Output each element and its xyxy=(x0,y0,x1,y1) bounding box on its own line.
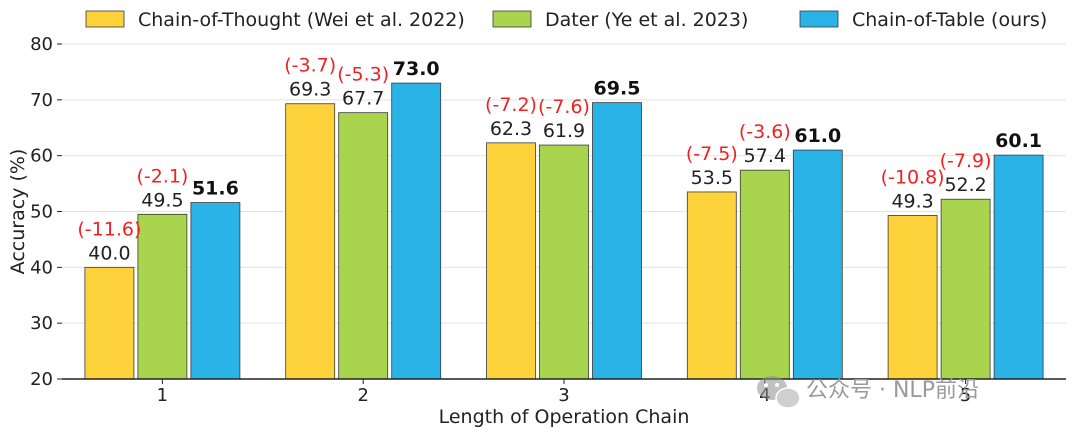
legend-swatch xyxy=(799,10,839,28)
bar-3-3 xyxy=(592,102,642,380)
x-tick-label: 3 xyxy=(558,385,569,406)
x-tick-label: 1 xyxy=(157,385,168,406)
y-tick-label: 20 xyxy=(30,369,53,390)
x-tick-label: 5 xyxy=(960,385,971,406)
delta-label: (-7.6) xyxy=(538,96,590,118)
delta-label: (-7.5) xyxy=(686,143,738,165)
bar-2-4 xyxy=(739,169,790,380)
value-label: 52.2 xyxy=(944,174,986,196)
watermark-text: 公众号 · NLP前沿 xyxy=(806,378,979,403)
y-tick-label: 70 xyxy=(30,90,53,111)
bar-1-4 xyxy=(686,191,737,380)
watermark: 公众号 · NLP前沿 xyxy=(757,376,979,409)
bar-2-2 xyxy=(338,112,389,380)
delta-label: (-2.1) xyxy=(136,165,188,187)
y-axis-title: Accuracy (%) xyxy=(7,149,29,275)
legend-label: Dater (Ye et al. 2023) xyxy=(545,9,748,31)
bar-2-3 xyxy=(539,144,589,380)
value-label: 53.5 xyxy=(691,167,733,189)
y-tick-label: 80 xyxy=(30,34,53,55)
value-label: 40.0 xyxy=(88,242,130,264)
delta-label: (-5.3) xyxy=(337,64,389,86)
bars xyxy=(84,82,1044,380)
value-label: 69.3 xyxy=(289,79,331,101)
delta-label: (-3.6) xyxy=(739,121,791,143)
bar-3-1 xyxy=(190,202,241,380)
delta-label: (-7.9) xyxy=(940,150,992,172)
delta-label: (-10.8) xyxy=(881,166,945,188)
x-tick-label: 2 xyxy=(357,385,368,406)
delta-label: (-7.2) xyxy=(485,94,537,116)
value-label: 57.4 xyxy=(744,145,786,167)
bar-labels: 40.0(-11.6)49.5(-2.1)51.669.3(-3.7)67.7(… xyxy=(77,55,1042,265)
delta-label: (-3.7) xyxy=(284,55,336,77)
y-tick-label: 50 xyxy=(30,202,53,223)
bar-2-1 xyxy=(137,213,188,380)
bar-3-2 xyxy=(391,82,442,380)
y-tick-label: 60 xyxy=(30,146,53,167)
wechat-icon xyxy=(757,376,801,409)
value-label: 69.5 xyxy=(594,78,641,100)
bar-1-2 xyxy=(285,103,336,380)
legend-swatch xyxy=(492,10,532,28)
bar-3-4 xyxy=(792,149,843,380)
value-label: 73.0 xyxy=(393,58,440,80)
bar-1-1 xyxy=(84,266,135,380)
legend-label: Chain-of-Thought (Wei et al. 2022) xyxy=(138,9,465,31)
bar-1-3 xyxy=(486,142,536,380)
legend: Chain-of-Thought (Wei et al. 2022) Dater … xyxy=(85,9,1047,31)
legend-label: Chain-of-Table (ours) xyxy=(852,9,1047,31)
value-label: 49.3 xyxy=(891,190,933,212)
value-label: 62.3 xyxy=(490,118,532,140)
value-label: 60.1 xyxy=(995,130,1042,152)
value-label: 67.7 xyxy=(342,88,384,110)
y-tick-label: 30 xyxy=(30,313,53,334)
value-label: 49.5 xyxy=(141,189,183,211)
legend-swatch xyxy=(85,10,125,28)
bar-2-5 xyxy=(940,198,991,380)
delta-label: (-11.6) xyxy=(77,218,141,240)
value-label: 61.0 xyxy=(794,125,841,147)
x-axis-title: Length of Operation Chain xyxy=(439,406,690,428)
value-label: 61.9 xyxy=(543,120,585,142)
value-label: 51.6 xyxy=(192,178,239,200)
y-tick-label: 40 xyxy=(30,257,53,278)
bar-3-5 xyxy=(993,154,1044,380)
bar-1-5 xyxy=(887,215,938,380)
